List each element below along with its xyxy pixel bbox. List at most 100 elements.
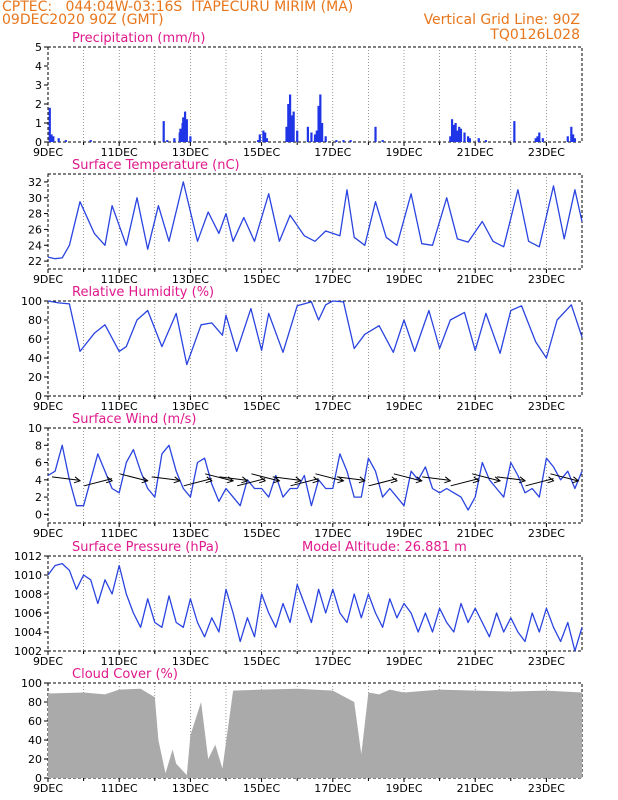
- panel-title: Surface Wind (m/s): [72, 412, 196, 427]
- precip-bar: [477, 138, 480, 142]
- precip-bar: [570, 126, 573, 142]
- x-tick-label: 13DEC: [172, 400, 209, 413]
- wind-arrowhead: [572, 476, 580, 484]
- wind-arrowhead: [518, 476, 527, 484]
- precip-bar: [381, 140, 384, 142]
- x-tick-label: 19DEC: [385, 655, 422, 668]
- y-tick-label: 1006: [14, 607, 42, 620]
- precip-bar: [566, 136, 569, 142]
- run-date-header: 09DEC2020 90Z (GMT): [2, 12, 164, 28]
- precip-bar: [456, 130, 459, 142]
- wind-arrow: [151, 476, 180, 481]
- y-tick-label: 2: [35, 98, 42, 111]
- x-tick-label: 17DEC: [314, 273, 351, 286]
- x-tick-label: 13DEC: [172, 782, 209, 795]
- wind-arrowhead: [547, 476, 555, 484]
- wind-arrow: [368, 478, 398, 487]
- y-tick-label: 40: [28, 352, 42, 365]
- precip-bar: [262, 130, 265, 142]
- precip-bar: [313, 134, 317, 142]
- y-tick-label: 60: [28, 715, 42, 728]
- precip-bar: [189, 136, 192, 142]
- precip-bar: [538, 132, 541, 142]
- x-tick-label: 17DEC: [314, 527, 351, 540]
- wind-arrowhead: [337, 476, 345, 484]
- y-tick-label: 4: [35, 60, 42, 73]
- x-tick-label: 19DEC: [385, 273, 422, 286]
- y-tick-label: 1012: [14, 550, 42, 563]
- panel-rh: 0 20 40 60 80 100 9DEC 11DEC 13DEC 15DEC 17DEC 19DE…: [21, 285, 583, 413]
- precip-bar: [513, 121, 516, 142]
- precip-bar: [292, 111, 295, 142]
- precip-bar: [349, 140, 352, 142]
- precip-bar: [265, 138, 269, 142]
- precip-bar: [484, 140, 487, 142]
- y-tick-label: 30: [28, 192, 42, 205]
- x-tick-label: 17DEC: [314, 400, 351, 413]
- wind-arrow: [183, 478, 212, 487]
- precip-bar: [290, 115, 293, 142]
- precip-bar: [264, 132, 267, 142]
- y-tick-label: 10: [28, 422, 42, 435]
- y-tick-label: 4: [35, 474, 42, 487]
- x-tick-label: 23DEC: [528, 273, 565, 286]
- precip-bar: [466, 136, 470, 142]
- precip-bar: [541, 138, 544, 142]
- x-tick-label: 23DEC: [528, 527, 565, 540]
- y-tick-label: 0: [35, 136, 42, 149]
- wind-arrowhead: [493, 476, 502, 484]
- precip-bar: [162, 121, 165, 142]
- station-header: CPTEC: 044:04W-03:16S ITAPECURU MIRIM (M…: [2, 0, 354, 15]
- precip-bar: [64, 140, 67, 142]
- y-tick-label: 1002: [14, 645, 42, 658]
- y-tick-label: 100: [21, 295, 42, 308]
- y-tick-label: 5: [35, 41, 42, 54]
- plot-frame: [47, 300, 583, 397]
- x-tick-label: 9DEC: [33, 782, 63, 795]
- precip-bar: [536, 136, 539, 142]
- panel-title: Surface Temperature (nC): [72, 158, 240, 173]
- x-tick-label: 23DEC: [528, 782, 565, 795]
- x-tick-label: 21DEC: [457, 400, 494, 413]
- panel-title: Cloud Cover (%): [72, 667, 178, 682]
- precip-bar: [458, 126, 461, 142]
- wind-arrow: [290, 478, 319, 487]
- x-tick-label: 9DEC: [33, 273, 63, 286]
- x-tick-label: 15DEC: [243, 655, 280, 668]
- wind-arrow: [336, 476, 365, 481]
- wind-arrow: [471, 473, 501, 482]
- wind-arrow: [422, 476, 451, 481]
- y-tick-label: 1010: [14, 569, 42, 582]
- precip-bar: [173, 138, 176, 142]
- wind-arrowhead: [472, 476, 480, 484]
- y-tick-label: 100: [21, 677, 42, 690]
- wind-arrow: [393, 473, 422, 482]
- y-tick-label: 20: [28, 371, 42, 384]
- wind-arrowhead: [141, 476, 149, 484]
- x-tick-label: 19DEC: [385, 782, 422, 795]
- precip-bar: [182, 117, 185, 142]
- x-tick-label: 23DEC: [528, 146, 565, 159]
- y-tick-label: 0: [35, 390, 42, 403]
- temp-line: [47, 181, 583, 260]
- precip-bar: [258, 134, 261, 142]
- model-code-header: TQ0126L028: [490, 27, 580, 43]
- precip-bar: [256, 140, 260, 142]
- x-tick-label: 11DEC: [101, 782, 138, 795]
- wind-arrow: [51, 476, 81, 481]
- panel-title: Relative Humidity (%): [72, 285, 214, 300]
- x-tick-label: 21DEC: [457, 146, 494, 159]
- y-tick-label: 20: [28, 753, 42, 766]
- x-tick-label: 21DEC: [457, 782, 494, 795]
- precip-bar: [319, 94, 322, 142]
- x-tick-label: 21DEC: [457, 273, 494, 286]
- y-tick-label: 8: [35, 439, 42, 452]
- y-tick-label: 0: [35, 508, 42, 521]
- panel-cloud: 0 20 40 60 80 100 9DEC 11DEC 13DEC 15DEC 17DEC 19DE…: [21, 667, 583, 795]
- y-tick-label: 32: [28, 176, 42, 189]
- precip-bar: [50, 134, 53, 142]
- precip-bar: [89, 140, 92, 142]
- y-tick-label: 80: [28, 314, 42, 327]
- x-tick-label: 9DEC: [33, 400, 63, 413]
